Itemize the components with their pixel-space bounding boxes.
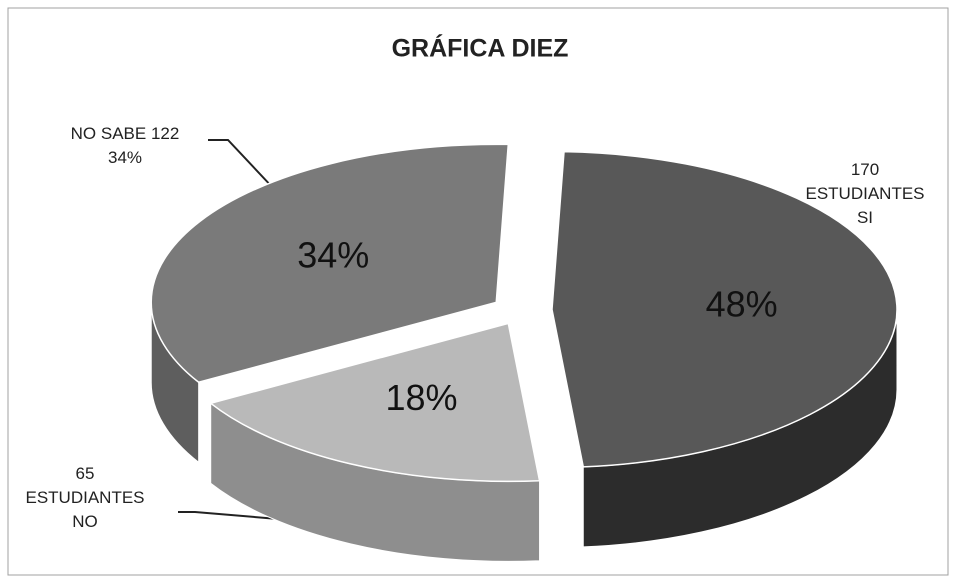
slice: [209, 322, 541, 483]
slice: [150, 143, 510, 384]
chart-title: GRÁFICA DIEZ: [392, 34, 569, 63]
leader-line: [178, 511, 291, 521]
slice-value-label: 34%: [297, 234, 369, 275]
slice: [551, 150, 898, 468]
slice-label: NO SABE 122 34%: [40, 122, 210, 170]
leader-line: [208, 139, 276, 191]
slice-value-label: 48%: [706, 284, 778, 325]
category-text: NO SABE 122: [70, 124, 180, 143]
slice-label: 65 ESTUDIANTES NO: [25, 464, 145, 531]
percent-text: 34%: [107, 148, 143, 167]
slice-value-label: 18%: [386, 377, 458, 418]
slice-label: 170 ESTUDIANTES SI: [805, 160, 925, 227]
